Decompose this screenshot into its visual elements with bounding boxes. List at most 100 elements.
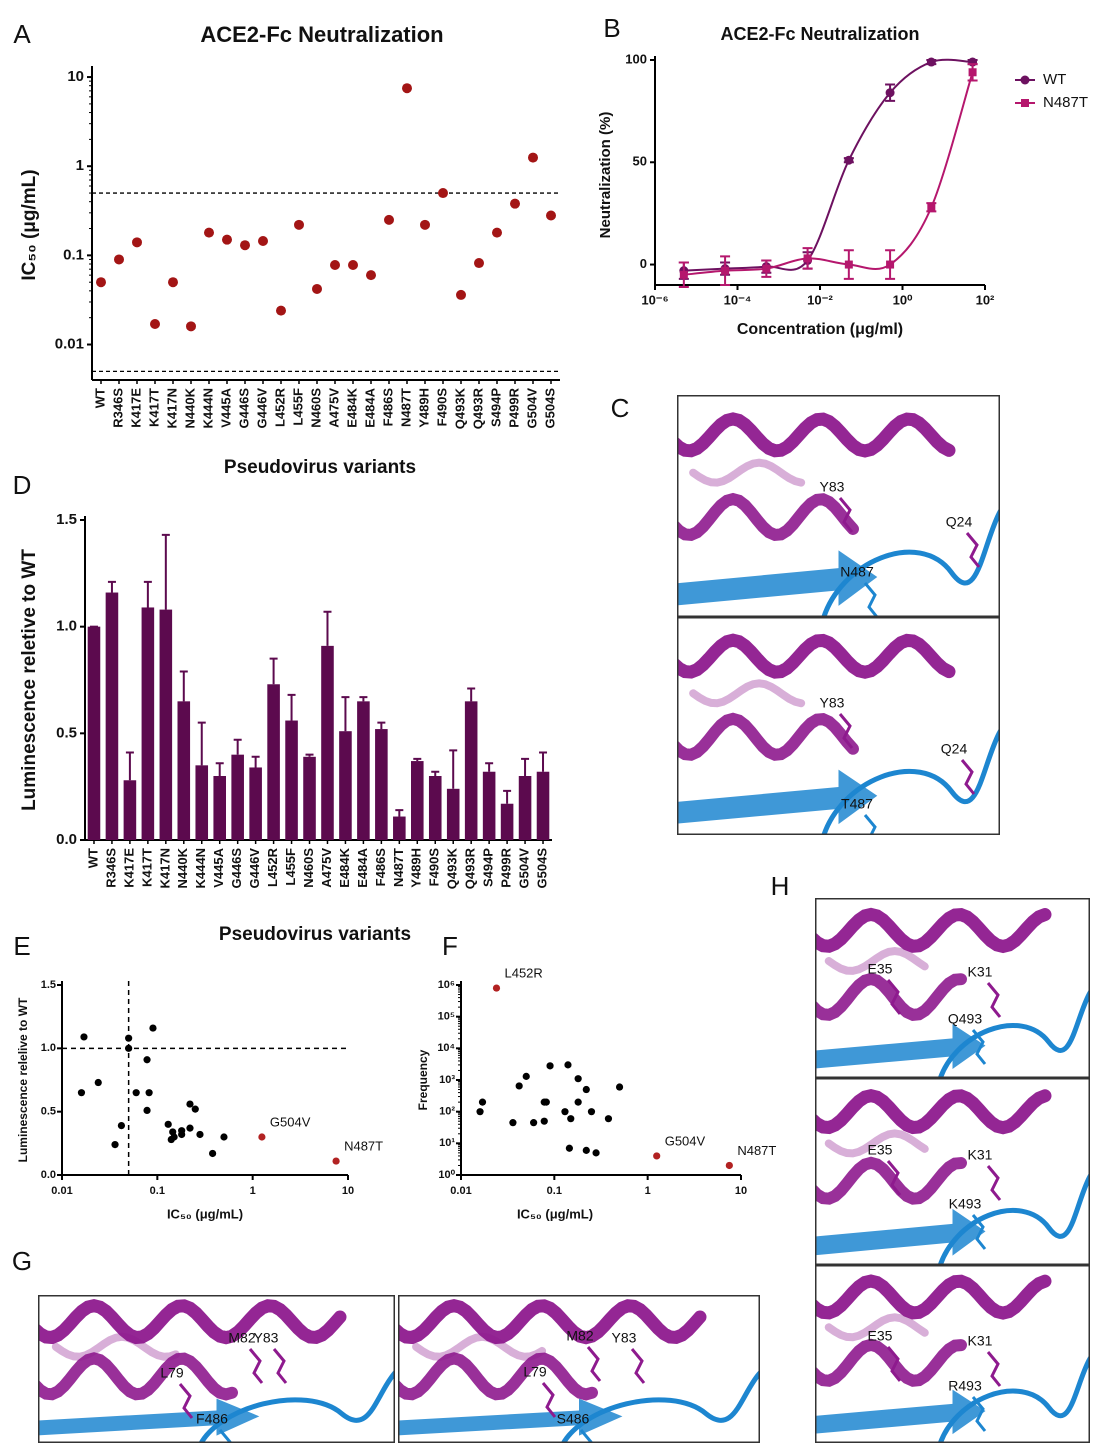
dot <box>492 227 502 238</box>
point <box>125 1034 133 1042</box>
point <box>178 1130 186 1139</box>
side-chain <box>886 979 902 1015</box>
bar <box>195 765 209 840</box>
x-tick-label: F486S <box>373 848 388 887</box>
point <box>582 1085 590 1094</box>
error-bar <box>431 770 440 776</box>
bar <box>123 780 137 840</box>
y-tick-label: 0.0 <box>56 831 77 848</box>
x-tick-label: V445A <box>218 387 233 427</box>
error-bar <box>287 693 296 721</box>
x-tick-label: K444N <box>200 388 215 428</box>
side-chain <box>248 1348 264 1384</box>
y-tick-label: 10¹ <box>439 1137 455 1149</box>
point-label: G504V <box>270 1114 311 1129</box>
dot <box>96 277 106 288</box>
residue-label: K493 <box>949 1196 982 1212</box>
marker <box>927 203 936 212</box>
legend-label: N487T <box>1043 94 1088 111</box>
marker <box>844 260 853 269</box>
bar <box>213 776 226 840</box>
y-tick-label: 0.1 <box>63 246 84 263</box>
point-label: N487T <box>344 1139 383 1154</box>
x-tick-label: P499R <box>499 847 514 887</box>
panel-letter: E <box>13 931 30 961</box>
x-tick-label: 10² <box>976 292 995 307</box>
point <box>530 1119 538 1127</box>
helix <box>398 1298 707 1345</box>
error-bar <box>395 809 404 817</box>
side-chain <box>971 1396 987 1432</box>
point <box>515 1082 523 1090</box>
error-bar <box>107 580 116 593</box>
residue-label: E35 <box>868 961 893 977</box>
side-chain <box>630 1348 646 1384</box>
point <box>546 1062 554 1070</box>
point <box>332 1157 340 1165</box>
x-tick-label: N440K <box>182 387 197 428</box>
legend-label: WT <box>1043 71 1066 88</box>
view-border <box>815 898 1090 1078</box>
x-tick-label: R346S <box>103 848 118 888</box>
panel-letter: C <box>611 393 630 423</box>
structure-view: E35 K31 R493 <box>815 1265 1090 1443</box>
error-bar <box>197 721 206 766</box>
y-tick-label: 50 <box>633 154 647 169</box>
point <box>143 1106 151 1114</box>
strand <box>815 1208 986 1256</box>
point <box>258 1133 266 1141</box>
bar <box>249 767 262 840</box>
bar <box>464 701 478 840</box>
point <box>149 1024 157 1032</box>
x-tick-label: F490S <box>427 848 442 887</box>
structure-view: E35 K31 Q493 <box>815 898 1090 1078</box>
x-tick-label: R346S <box>110 388 125 428</box>
error-bar <box>521 757 530 776</box>
point <box>587 1108 596 1116</box>
point <box>540 1117 548 1125</box>
x-axis-label: Concentration (μg/ml) <box>737 321 903 338</box>
point <box>77 1089 86 1097</box>
side-chain <box>579 1429 593 1443</box>
x-tick-label: 1 <box>250 1185 256 1197</box>
error-bar <box>215 762 224 776</box>
helix <box>398 1352 598 1401</box>
helix <box>824 946 929 975</box>
marker <box>803 254 812 263</box>
point <box>574 1098 582 1106</box>
residue-label: Q24 <box>941 741 968 757</box>
helix <box>412 1332 547 1361</box>
y-tick-label: 0.5 <box>56 724 77 741</box>
bar <box>321 645 334 840</box>
x-tick-label: P499R <box>506 387 521 427</box>
dot <box>546 210 556 221</box>
residue-label: N487 <box>840 564 874 580</box>
view-border <box>38 1295 395 1443</box>
structure-view: E35 K31 K493 <box>815 1078 1090 1265</box>
point <box>94 1078 102 1087</box>
residue-label: L79 <box>523 1364 547 1380</box>
point <box>186 1124 194 1132</box>
error-bar <box>323 610 332 646</box>
view-border <box>677 617 1000 835</box>
x-tick-label: Q493R <box>463 847 478 889</box>
point <box>169 1128 177 1136</box>
strand <box>38 1398 260 1436</box>
error-bar <box>539 751 548 772</box>
x-tick-label: N440K <box>175 847 190 888</box>
residue-label: K31 <box>968 1333 993 1349</box>
x-tick-label: K417E <box>128 388 143 428</box>
panel-3: E IC₅₀ (μg/mL) Luminescence relelive to WT… <box>13 931 383 1222</box>
point <box>567 1115 575 1123</box>
y-tick-label: 0 <box>640 256 647 271</box>
helix <box>815 1156 967 1205</box>
side-chain <box>863 582 879 617</box>
dot <box>114 254 124 265</box>
x-tick-label: A475V <box>319 848 334 888</box>
strand <box>677 550 878 606</box>
x-tick-label: Q493K <box>445 847 460 889</box>
chart-title: ACE2-Fc Neutralization <box>720 24 919 44</box>
y-tick-label: 1.5 <box>41 979 56 991</box>
